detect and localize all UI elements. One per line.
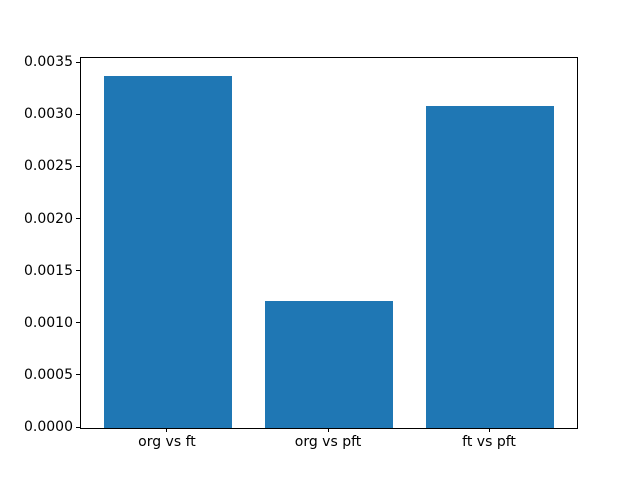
- y-tick-mark: [76, 426, 80, 428]
- y-tick-mark: [76, 113, 80, 115]
- y-tick-mark: [76, 165, 80, 167]
- bar-ft-vs-pft: [425, 105, 555, 428]
- plot-area: [80, 57, 578, 429]
- y-tick-label: 0.0025: [24, 158, 73, 175]
- y-tick-label: 0.0015: [24, 262, 73, 279]
- y-tick-label: 0.0020: [24, 210, 73, 227]
- y-tick-label: 0.0005: [24, 366, 73, 383]
- y-tick-label: 0.0010: [24, 314, 73, 331]
- x-tick-mark: [327, 428, 329, 432]
- bar-org-vs-pft: [264, 300, 394, 428]
- y-tick-mark: [76, 270, 80, 272]
- y-tick-label: 0.0030: [24, 106, 73, 123]
- x-tick-label: org vs pft: [294, 434, 362, 450]
- y-tick-mark: [76, 218, 80, 220]
- y-tick-label: 0.0000: [24, 419, 73, 435]
- y-tick-mark: [76, 61, 80, 63]
- x-tick-label: ft vs pft: [462, 434, 516, 450]
- y-tick-label: 0.0035: [24, 54, 73, 71]
- bar-org-vs-ft: [103, 75, 233, 428]
- x-tick-mark: [488, 428, 490, 432]
- y-tick-mark: [76, 322, 80, 324]
- x-tick-mark: [166, 428, 168, 432]
- x-tick-label: org vs ft: [138, 434, 196, 450]
- y-tick-mark: [76, 374, 80, 376]
